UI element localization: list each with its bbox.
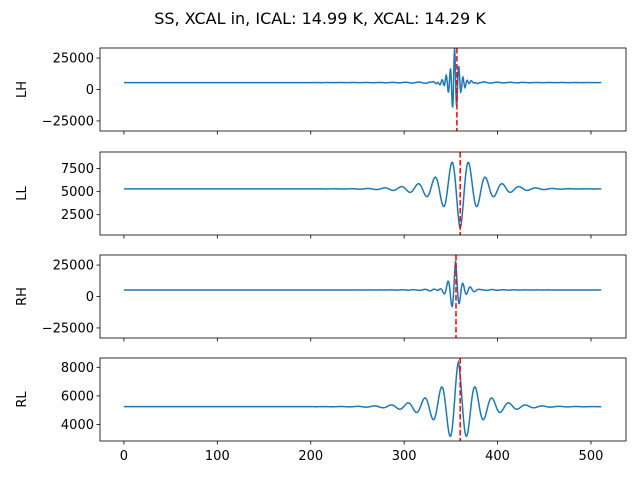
y-tick-label: −25000 [42,321,94,336]
y-tick-label: 25000 [53,52,94,67]
series-line-ll [123,161,602,232]
y-tick-label: 5000 [61,185,94,200]
panel-rl: 4000 6000 8000 RL 0 100 200 300 400 500 [15,357,627,464]
y-tick-label: −25000 [42,114,94,129]
y-axis-label: LH [15,81,30,98]
x-tick-label: 400 [485,449,510,464]
x-tick-label: 100 [205,449,230,464]
y-tick-label: 25000 [53,259,94,274]
y-tick-label: 7500 [61,162,94,177]
axes-frame [99,357,627,442]
x-tick-label: 0 [120,449,128,464]
x-tick-label: 500 [579,449,604,464]
y-axis-label: LL [15,186,30,201]
series-line-rh [123,260,602,308]
y-axis-label: RH [15,287,30,306]
x-tick-label: 300 [392,449,417,464]
panel-lh: −25000 0 25000 LH [15,47,627,135]
series-line-lh [123,47,602,108]
y-tick-label: 2500 [61,208,94,223]
y-tick-label: 4000 [61,418,94,433]
x-tick-label: 200 [298,449,323,464]
panel-rh: −25000 0 25000 RH [15,254,627,342]
y-tick-label: 0 [86,290,94,305]
y-tick-label: 0 [86,83,94,98]
y-tick-label: 8000 [61,361,94,376]
chart-title: SS, XCAL in, ICAL: 14.99 K, XCAL: 14.29 … [154,9,486,28]
y-axis-label: RL [15,391,30,408]
panel-ll: 2500 5000 7500 LL [15,151,627,239]
axes-frame [99,151,627,236]
series-line-rl [123,359,602,438]
y-tick-label: 6000 [61,389,94,404]
